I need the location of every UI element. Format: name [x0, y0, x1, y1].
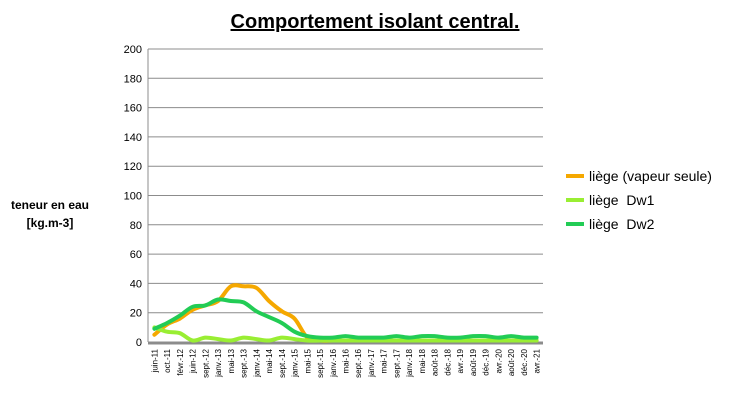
- x-tick-label: mai-17: [380, 348, 389, 373]
- x-tick-label: janv.-13: [214, 348, 223, 377]
- y-tick-label: 140: [124, 132, 142, 144]
- x-tick-label: mai-18: [418, 348, 427, 373]
- x-tick-label: mai-13: [227, 348, 236, 373]
- y-tick-label: 20: [130, 308, 142, 320]
- legend-label: liège Dw1: [589, 192, 655, 208]
- x-axis-ticks: juin-11 oct.-11 févr.-12 juin-12 sept.-12 jan…: [150, 348, 541, 377]
- y-tick-label: 80: [130, 220, 142, 232]
- y-tick-label: 100: [124, 191, 142, 203]
- legend: liège (vapeur seule) liège Dw1 liège Dw2: [566, 168, 712, 232]
- legend-label: liège Dw2: [589, 216, 655, 232]
- y-tick-label: 180: [124, 73, 142, 85]
- x-tick-label: août-19: [469, 348, 478, 376]
- x-tick-label: juin-12: [189, 348, 198, 374]
- y-tick-label: 120: [124, 161, 142, 173]
- x-tick-label: janv.-14: [252, 348, 261, 377]
- x-tick-label: janv.-15: [291, 348, 300, 377]
- y-tick-label: 40: [130, 278, 142, 290]
- y-tick-label: 60: [130, 249, 142, 261]
- chart-title: Comportement isolant central.: [231, 11, 520, 33]
- x-tick-label: oct.-11: [163, 348, 172, 372]
- x-tick-label: mai-14: [265, 348, 274, 373]
- x-tick-label: août-18: [431, 348, 440, 376]
- x-tick-label: janv.-17: [367, 348, 376, 377]
- x-tick-label: déc.-20: [520, 348, 529, 375]
- x-tick-label: sept.-15: [316, 348, 325, 377]
- x-tick-label: avr.-20: [494, 348, 503, 373]
- series-lines: [152, 283, 539, 343]
- x-tick-label: déc.-19: [482, 348, 491, 375]
- series-line-3: [152, 297, 539, 340]
- series-line-2: [152, 325, 539, 343]
- x-tick-label: avr.-21: [533, 348, 542, 373]
- y-axis-label-line1: teneur en eau: [11, 198, 89, 212]
- x-tick-label: avr.-19: [456, 348, 465, 373]
- x-tick-label: janv.-18: [405, 348, 414, 377]
- x-tick-label: déc.-18: [443, 348, 452, 375]
- y-tick-label: 160: [124, 103, 142, 115]
- x-tick-label: mai-15: [303, 348, 312, 373]
- x-tick-label: sept.-12: [201, 348, 210, 377]
- x-tick-label: janv.-16: [329, 348, 338, 377]
- y-axis-ticks: 0 20 40 60 80 100 120 140 160 180 200: [124, 44, 142, 349]
- x-tick-label: juin-11: [150, 348, 159, 373]
- x-tick-label: févr.-12: [176, 348, 185, 375]
- gridlines: [147, 48, 543, 342]
- x-tick-label: sept.-14: [278, 348, 287, 377]
- y-axis-label-line2: [kg.m-3]: [27, 216, 74, 230]
- x-tick-label: sept.-16: [354, 348, 363, 377]
- y-tick-label: 200: [124, 44, 142, 56]
- x-tick-label: mai-16: [342, 348, 351, 373]
- x-tick-label: août-20: [507, 348, 516, 376]
- x-tick-label: sept.-17: [392, 348, 401, 377]
- x-tick-label: sept.-13: [240, 348, 249, 377]
- y-tick-label: 0: [136, 337, 142, 349]
- legend-label: liège (vapeur seule): [589, 168, 712, 184]
